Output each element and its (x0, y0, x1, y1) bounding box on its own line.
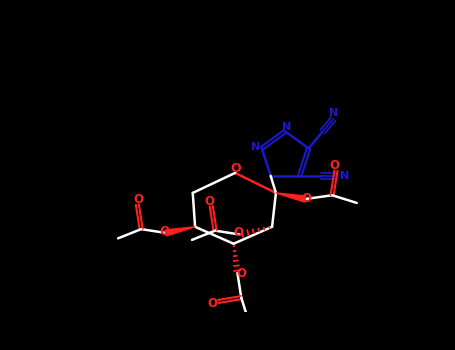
Text: O: O (329, 160, 339, 173)
Text: O: O (134, 193, 144, 206)
Text: O: O (159, 225, 169, 238)
Text: N: N (251, 142, 260, 152)
Text: O: O (233, 226, 243, 239)
Text: O: O (236, 267, 246, 280)
Text: O: O (231, 162, 241, 175)
Text: N: N (282, 122, 291, 132)
Polygon shape (276, 193, 306, 202)
Text: N: N (340, 171, 349, 181)
Text: N: N (329, 108, 339, 118)
Text: O: O (205, 195, 215, 208)
Text: O: O (208, 296, 218, 309)
Polygon shape (165, 227, 195, 236)
Text: O: O (302, 192, 312, 205)
